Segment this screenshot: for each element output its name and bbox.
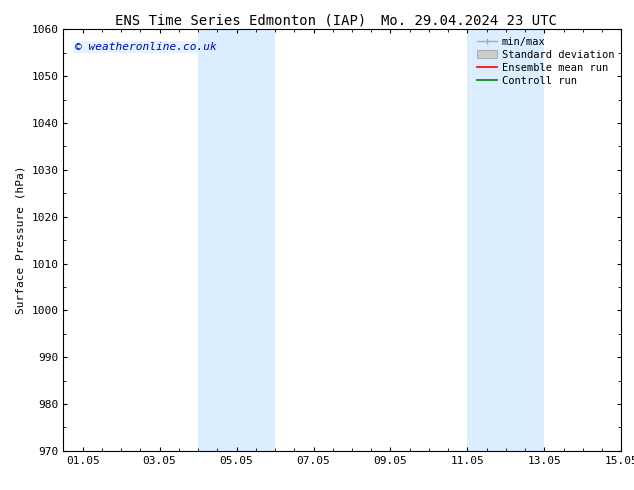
- Text: © weatheronline.co.uk: © weatheronline.co.uk: [75, 42, 216, 52]
- Y-axis label: Surface Pressure (hPa): Surface Pressure (hPa): [16, 166, 26, 315]
- Legend: min/max, Standard deviation, Ensemble mean run, Controll run: min/max, Standard deviation, Ensemble me…: [472, 32, 618, 90]
- Bar: [198, 29, 275, 451]
- Text: ENS Time Series Edmonton (IAP): ENS Time Series Edmonton (IAP): [115, 14, 366, 28]
- Bar: [467, 29, 545, 451]
- Text: Mo. 29.04.2024 23 UTC: Mo. 29.04.2024 23 UTC: [381, 14, 557, 28]
